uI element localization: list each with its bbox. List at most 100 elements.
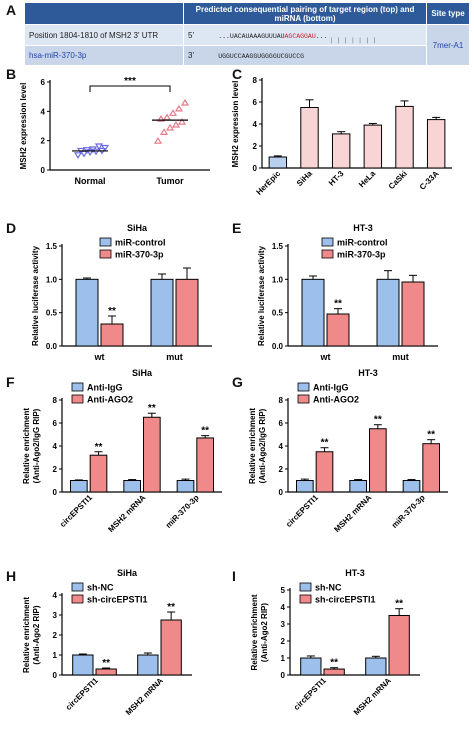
bar-c-5 xyxy=(426,119,446,169)
data-point-b-0-7 xyxy=(88,146,98,154)
y-tick-label-d-1: 0.5 xyxy=(46,309,58,318)
bar-f-2-1 xyxy=(196,437,214,493)
legend-swatch-e-1 xyxy=(321,249,334,259)
data-point-b-0-3 xyxy=(91,148,101,156)
bar-c-0 xyxy=(268,156,288,169)
legend-label-h-1: sh-circEPSTI1 xyxy=(87,595,148,605)
bar-g-2-0 xyxy=(402,480,421,493)
legend-swatch-i-0 xyxy=(299,582,312,592)
chart-title-h: SiHa xyxy=(117,568,138,578)
x-tick-label-e-0: wt xyxy=(320,352,331,362)
panel-letter-e: E xyxy=(232,220,242,236)
y-tick-label-d-2: 1.0 xyxy=(46,275,58,284)
pairing-marks: | | | | | | | xyxy=(329,36,377,44)
y-tick-label-c-1: 2 xyxy=(253,142,258,151)
y-tick-label-f-3: 6 xyxy=(53,419,58,428)
y-tick-label-e-3: 1.5 xyxy=(272,242,284,251)
bar-g-0-0 xyxy=(296,480,314,493)
bar-i-1-1 xyxy=(388,615,410,676)
x-tick-label-d-1: mut xyxy=(166,352,183,362)
bar-e-0-0 xyxy=(301,278,325,347)
y-tick-label-b-1: 2 xyxy=(41,137,46,146)
significance-label-f-0: ** xyxy=(95,442,103,453)
legend-swatch-f-0 xyxy=(71,382,84,392)
y-tick-label-f-4: 8 xyxy=(53,396,58,405)
data-point-b-1-0 xyxy=(153,137,163,144)
x-tick-label-c-1: SiHa xyxy=(295,169,314,188)
legend-label-i-0: sh-NC xyxy=(315,583,342,593)
bar-i-0-1 xyxy=(323,668,345,676)
bar-e-0-1 xyxy=(326,313,350,347)
panel-letter-d: D xyxy=(6,220,17,236)
table-header-site-type: Site type xyxy=(426,1,470,26)
legend-label-d-0: miR-control xyxy=(115,238,166,248)
y-tick-label-g-0: 0 xyxy=(279,488,284,497)
bar-d-1-0 xyxy=(150,278,174,347)
legend-swatch-e-0 xyxy=(321,237,334,247)
legend-swatch-i-1 xyxy=(299,594,312,604)
y-axis-label-g-line2: (Anti-Ago2/IgG RIP) xyxy=(258,408,267,483)
x-tick-label-c-4: CaSki xyxy=(387,169,409,191)
bar-e-1-1 xyxy=(401,281,425,347)
x-tick-label-g-0: circEPSTI1 xyxy=(284,493,320,529)
x-tick-label-c-0: HerEpic xyxy=(255,169,283,197)
legend-label-e-1: miR-370-3p xyxy=(337,250,386,260)
panel-letter-f: F xyxy=(6,374,15,390)
x-tick-label-f-2: miR-370-3p xyxy=(164,493,201,530)
significance-label-g-1: ** xyxy=(374,415,382,426)
significance-label-e-0: ** xyxy=(334,299,342,310)
bar-c-2 xyxy=(331,133,351,169)
y-tick-label-h-1: 1 xyxy=(53,651,58,660)
bar-h-1-0 xyxy=(137,654,159,676)
target-seq-pre: ...UACAUAAAGUUUAU xyxy=(218,32,285,40)
bar-f-2-0 xyxy=(176,480,195,493)
legend-label-i-1: sh-circEPSTI1 xyxy=(315,595,376,605)
panel-letter-h: H xyxy=(6,568,17,584)
mirna-label: hsa-miR-370-3p xyxy=(24,44,184,67)
legend-swatch-h-1 xyxy=(71,594,84,604)
significance-label-i-0: ** xyxy=(330,658,338,669)
y-axis-label-h-line2: (Anti-Ago2 RIP) xyxy=(32,605,41,664)
legend-label-d-1: miR-370-3p xyxy=(115,250,164,260)
y-tick-label-i-4: 4 xyxy=(281,603,286,612)
y-tick-label-i-3: 3 xyxy=(281,620,286,629)
data-point-b-1-4 xyxy=(177,117,187,125)
y-tick-label-g-1: 2 xyxy=(279,465,284,474)
mirna-sequence-cell: 3' UGGUCCAAGGUGGGGUCGUCCG xyxy=(183,44,427,67)
significance-label-g-0: ** xyxy=(321,438,329,449)
y-tick-label-f-2: 4 xyxy=(53,442,58,451)
x-tick-label-b-0: Normal xyxy=(74,176,105,186)
mirna-seq-seed: GUCGUCCG xyxy=(272,52,305,60)
bar-f-0-1 xyxy=(89,454,108,493)
legend-label-h-0: sh-NC xyxy=(87,583,114,593)
mirna-pairing-table: Predicted consequential pairing of targe… xyxy=(24,1,470,67)
legend-swatch-f-1 xyxy=(71,394,84,404)
chart-title-g: HT-3 xyxy=(358,368,378,378)
y-tick-label-f-1: 2 xyxy=(53,465,58,474)
x-tick-label-c-2: HT-3 xyxy=(327,169,346,188)
bar-c-3 xyxy=(363,124,383,169)
legend-label-f-0: Anti-IgG xyxy=(87,383,123,393)
y-tick-label-h-0: 0 xyxy=(53,671,58,680)
significance-label-f-1: ** xyxy=(148,403,156,414)
bar-f-1-1 xyxy=(143,416,161,493)
bar-c-4 xyxy=(395,105,414,169)
y-tick-label-d-3: 1.5 xyxy=(46,242,58,251)
y-tick-label-e-1: 0.5 xyxy=(272,309,284,318)
y-tick-label-c-2: 4 xyxy=(253,120,258,129)
x-tick-label-e-1: mut xyxy=(392,352,409,362)
data-point-b-0-9 xyxy=(100,144,110,152)
x-tick-label-h-1: MSH2 mRNA xyxy=(124,676,165,717)
y-tick-label-i-1: 1 xyxy=(281,654,286,663)
x-tick-label-b-1: Tumor xyxy=(156,176,184,186)
data-point-b-0-0 xyxy=(73,152,83,159)
y-tick-label-h-4: 4 xyxy=(53,591,58,600)
chart-title-e: HT-3 xyxy=(353,223,373,233)
y-axis-label-g-line1: Relative enrichment xyxy=(248,408,257,484)
data-point-b-0-6 xyxy=(82,147,92,154)
data-point-b-1-8 xyxy=(174,104,184,112)
legend-swatch-h-0 xyxy=(71,582,84,592)
three-prime-end: 3' xyxy=(188,50,194,60)
x-tick-label-h-0: circEPSTI1 xyxy=(64,676,100,712)
